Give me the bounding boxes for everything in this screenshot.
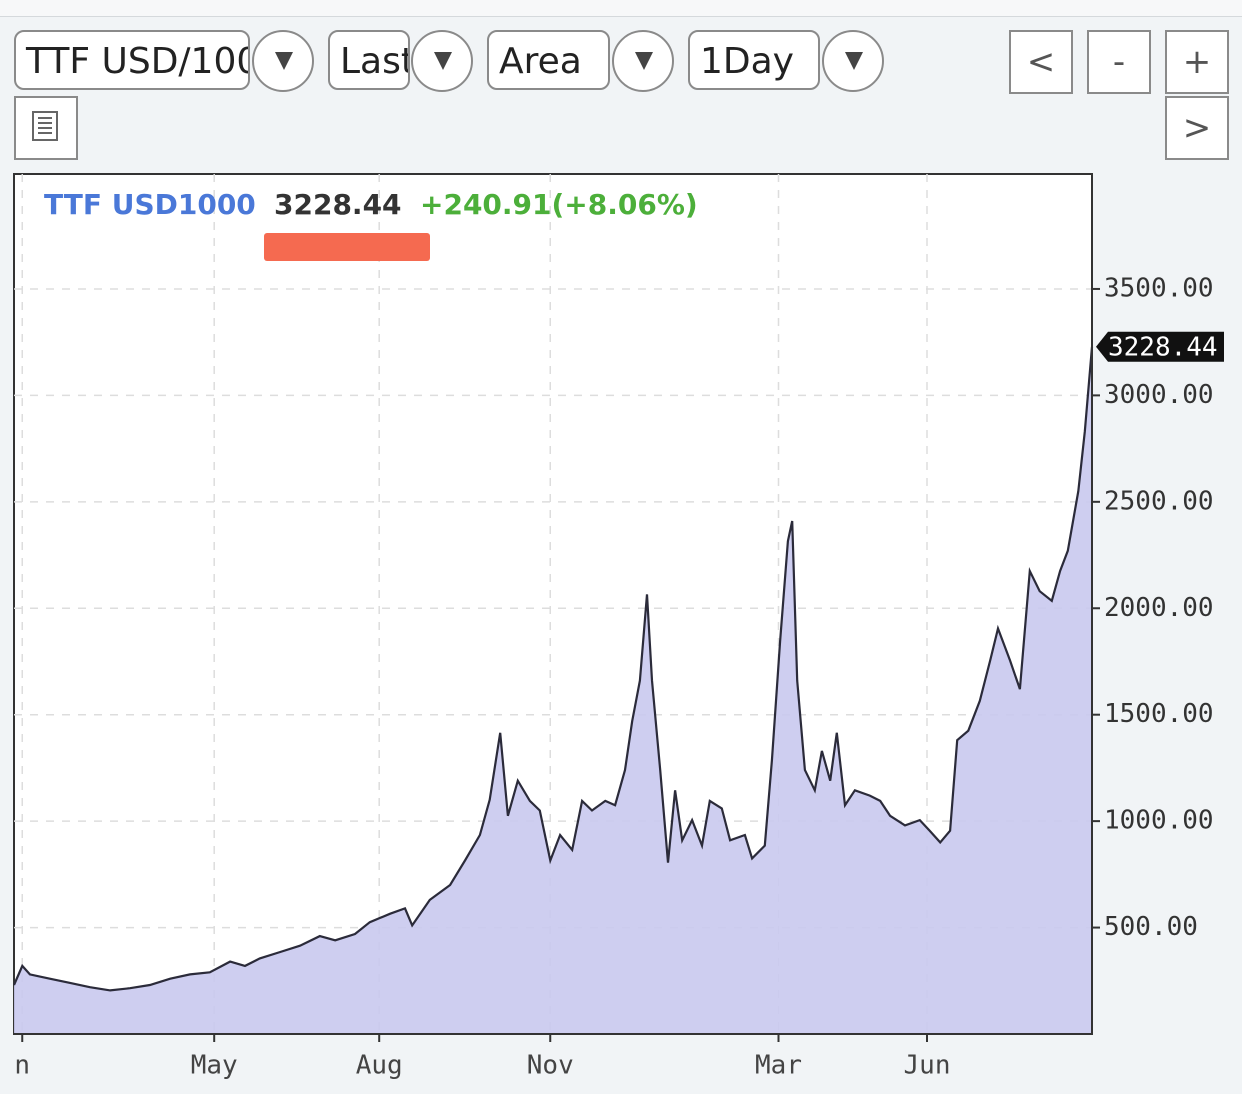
last-price-tag xyxy=(1096,331,1224,362)
plot-area xyxy=(13,173,1093,1035)
dropdown-arrow[interactable] xyxy=(822,30,884,92)
symbol-select[interactable]: TTF USD/100 xyxy=(14,30,250,90)
interval-select[interactable]: 1Day xyxy=(688,30,820,90)
zoom-in-button[interactable]: + xyxy=(1165,30,1229,94)
x-tick-label: n xyxy=(14,1051,30,1081)
y-tick-label: 2500.00 xyxy=(1104,486,1214,516)
table-button[interactable] xyxy=(14,96,78,160)
dropdown-arrow[interactable] xyxy=(612,30,674,92)
last-price-label: 3228.44 xyxy=(1108,332,1218,362)
x-tick-label: Mar xyxy=(755,1051,802,1081)
legend-last: 3228.44 xyxy=(274,188,402,221)
next-button[interactable]: > xyxy=(1165,96,1229,160)
area-fill xyxy=(14,346,1092,1034)
dropdown-arrow[interactable] xyxy=(252,30,314,92)
field-select[interactable]: Last xyxy=(328,30,410,90)
redaction xyxy=(264,233,430,261)
x-tick-label: May xyxy=(191,1051,238,1081)
y-tick-label: 2000.00 xyxy=(1104,593,1214,623)
x-tick-label: Jun xyxy=(904,1051,951,1081)
style-select[interactable]: Area xyxy=(487,30,610,90)
top-bar xyxy=(0,0,1242,17)
y-tick-label: 1500.00 xyxy=(1104,699,1214,729)
price-line xyxy=(12,346,1094,992)
y-tick-label: 3000.00 xyxy=(1104,380,1214,410)
y-tick-label: 3500.00 xyxy=(1104,273,1214,303)
y-tick-label: 500.00 xyxy=(1104,912,1198,942)
zoom-out-button[interactable]: - xyxy=(1087,30,1151,94)
x-tick-label: Aug xyxy=(356,1051,403,1081)
dropdown-arrow[interactable] xyxy=(411,30,473,92)
legend-name: TTF USD1000 xyxy=(44,188,256,221)
x-tick-label: Nov xyxy=(527,1051,574,1081)
legend-change: +240.91(+8.06%) xyxy=(420,188,698,221)
table-icon xyxy=(32,111,58,141)
y-tick-label: 1000.00 xyxy=(1104,806,1214,836)
prev-button[interactable]: < xyxy=(1009,30,1073,94)
